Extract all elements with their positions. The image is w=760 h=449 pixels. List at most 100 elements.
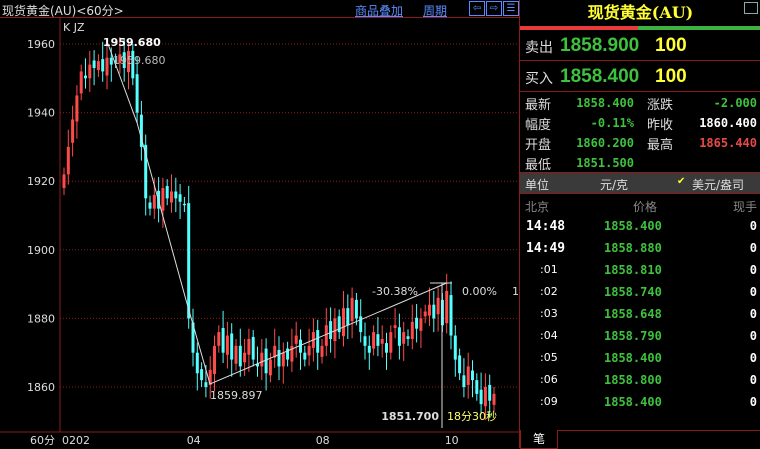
quote-panel: 现货黄金(AU) 卖出 1858.900 100 买入 1858.400 100… bbox=[519, 0, 760, 449]
maximize-icon[interactable] bbox=[744, 2, 758, 14]
candle-body bbox=[139, 114, 143, 147]
candle bbox=[350, 287, 354, 339]
tab-ticks[interactable]: 笔 bbox=[520, 430, 558, 449]
y-tick-label: 1960 bbox=[27, 38, 55, 51]
candle bbox=[380, 325, 384, 358]
candle-body bbox=[66, 146, 70, 175]
indicator-label: K JZ bbox=[63, 21, 85, 34]
candle bbox=[144, 134, 148, 216]
candle-body bbox=[475, 380, 479, 394]
stat-value: -0.11% bbox=[590, 116, 634, 130]
x-tick-label: 0202 bbox=[62, 434, 90, 447]
candle-body bbox=[397, 327, 401, 346]
candle bbox=[475, 373, 479, 401]
candle-body bbox=[165, 186, 169, 199]
candle-body bbox=[88, 64, 92, 79]
candle bbox=[410, 304, 414, 350]
candle bbox=[376, 317, 380, 357]
candle bbox=[208, 356, 212, 399]
y-tick-label: 1860 bbox=[27, 381, 55, 394]
candle bbox=[342, 290, 345, 347]
candle-body bbox=[423, 311, 427, 317]
y-tick-label: 1880 bbox=[27, 312, 55, 325]
candle bbox=[294, 321, 298, 358]
candle-body bbox=[393, 325, 397, 329]
candle-body bbox=[445, 290, 449, 324]
overlay-link[interactable]: 商品叠加 bbox=[355, 4, 404, 18]
trend-line bbox=[107, 43, 447, 385]
sell-price: 1858.900 bbox=[560, 35, 640, 56]
candle bbox=[432, 290, 436, 333]
candle-body bbox=[367, 345, 371, 353]
candle-body bbox=[148, 202, 152, 209]
candle bbox=[62, 167, 66, 195]
candle bbox=[217, 325, 221, 353]
candle-body bbox=[251, 336, 255, 360]
candle bbox=[131, 44, 135, 86]
candle bbox=[234, 338, 238, 371]
candle bbox=[428, 287, 431, 326]
tick-time: :03 bbox=[540, 307, 558, 320]
sell-volume: 100 bbox=[655, 35, 687, 56]
candle bbox=[286, 341, 290, 367]
unit-option-ounce[interactable]: 美元/盎司 bbox=[692, 178, 745, 192]
candle bbox=[462, 358, 466, 398]
layout-icon[interactable]: ☰ bbox=[503, 1, 519, 16]
x-tick-label: 04 bbox=[187, 434, 201, 447]
tick-volume: 0 bbox=[749, 395, 757, 409]
candle bbox=[385, 332, 388, 370]
candle bbox=[299, 329, 302, 370]
tick-time: :05 bbox=[540, 351, 558, 364]
candle bbox=[445, 273, 449, 334]
candle-body bbox=[273, 345, 277, 358]
stat-label: 最低 bbox=[525, 158, 552, 173]
candle-body bbox=[195, 352, 199, 374]
x-tick-label: 08 bbox=[316, 434, 330, 447]
candle-body bbox=[131, 50, 135, 79]
candle-body bbox=[290, 345, 294, 362]
candle bbox=[191, 308, 195, 367]
stat-value: 1851.500 bbox=[576, 156, 634, 170]
candle bbox=[221, 310, 225, 363]
candle-body bbox=[458, 355, 462, 374]
kline-chart[interactable]: 1960 1940 1920 1900 1880 1860 0202 04 08 10 1959.6… bbox=[0, 0, 519, 448]
low-price-label: 1859.897 bbox=[210, 389, 263, 402]
candle-body bbox=[268, 359, 272, 376]
candle bbox=[316, 319, 320, 370]
candle bbox=[251, 330, 255, 367]
candle bbox=[359, 299, 363, 343]
tick-time: :09 bbox=[540, 395, 558, 408]
right-arrow-icon[interactable]: ⇨ bbox=[486, 1, 502, 16]
candle bbox=[105, 44, 109, 90]
candle bbox=[367, 335, 371, 370]
quote-stats: 最新 1858.400 涨跌 -2.000 幅度 -0.11% 昨收 1860.400… bbox=[520, 93, 760, 173]
tick-volume: 0 bbox=[749, 351, 757, 365]
candle bbox=[419, 308, 423, 348]
period-link[interactable]: 周期 bbox=[423, 4, 448, 18]
candle-body bbox=[230, 333, 234, 360]
check-icon: ✔ bbox=[677, 176, 686, 187]
candle-body bbox=[208, 369, 212, 385]
candle bbox=[101, 41, 105, 82]
candle bbox=[139, 100, 143, 161]
candle-body bbox=[75, 95, 79, 122]
candle-body bbox=[96, 61, 100, 71]
tick-time: 14:49 bbox=[526, 241, 566, 256]
candle-body bbox=[122, 52, 126, 69]
candle bbox=[415, 303, 419, 343]
candle bbox=[307, 328, 311, 366]
candle bbox=[118, 37, 122, 74]
candle bbox=[320, 338, 324, 364]
candle bbox=[329, 307, 333, 353]
tick-time: :06 bbox=[540, 373, 558, 386]
candle-body bbox=[307, 345, 311, 356]
left-arrow-icon[interactable]: ⇦ bbox=[469, 1, 485, 16]
candle-body bbox=[329, 321, 333, 339]
candle bbox=[449, 281, 453, 350]
candle bbox=[187, 186, 191, 329]
tick-price: 1858.810 bbox=[604, 263, 662, 277]
unit-option-gram[interactable]: 元/克 bbox=[600, 178, 629, 192]
stat-label: 最新 bbox=[525, 98, 552, 113]
period-label: 60分 bbox=[30, 434, 55, 447]
candle-body bbox=[299, 339, 302, 353]
